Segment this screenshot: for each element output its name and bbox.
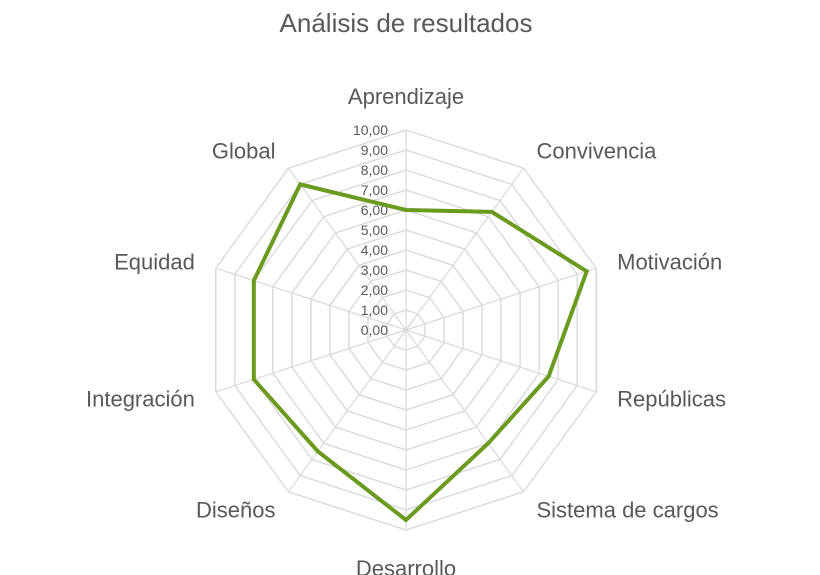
axis-spoke	[287, 167, 407, 331]
r-tick-label: 10,00	[353, 122, 388, 138]
axis-spoke	[405, 167, 525, 331]
category-label: Sistema de cargos	[536, 498, 718, 523]
category-label: Integración	[86, 387, 195, 412]
r-tick-label: 9,00	[361, 142, 388, 158]
category-label: Diseños	[196, 498, 275, 523]
category-label: Convivencia	[536, 138, 657, 163]
axis-spoke	[405, 329, 525, 493]
r-tick-label: 4,00	[361, 242, 388, 258]
category-label: Desarrollo	[356, 556, 456, 575]
category-label: Repúblicas	[617, 387, 726, 412]
axis-spoke	[215, 267, 407, 331]
axis-spoke	[215, 329, 407, 393]
category-label: Motivación	[617, 249, 722, 274]
category-label: Equidad	[114, 249, 195, 274]
r-tick-label: 3,00	[361, 262, 388, 278]
chart-title: Análisis de resultados	[279, 8, 533, 38]
r-tick-label: 1,00	[361, 302, 388, 318]
axis-spoke	[405, 329, 597, 393]
r-tick-label: 7,00	[361, 182, 388, 198]
category-label: Aprendizaje	[348, 84, 464, 109]
r-tick-label: 0,00	[361, 322, 388, 338]
axis-spoke	[287, 329, 407, 493]
r-tick-label: 5,00	[361, 222, 388, 238]
category-label: Global	[212, 138, 276, 163]
axis-spoke	[405, 267, 597, 331]
r-tick-label: 2,00	[361, 282, 388, 298]
r-tick-label: 8,00	[361, 162, 388, 178]
